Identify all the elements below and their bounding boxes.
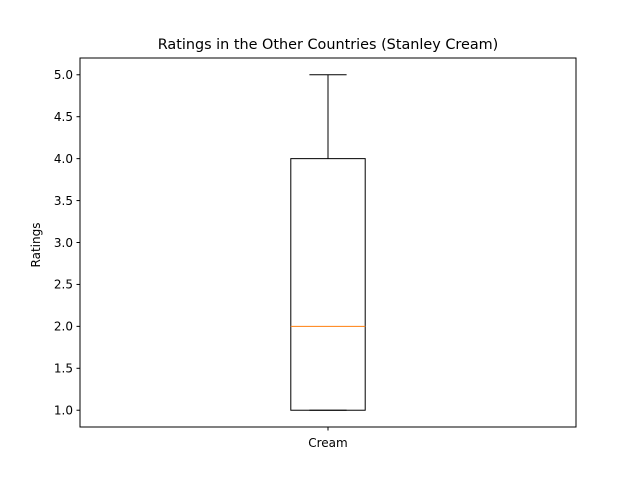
y-tick-label: 3.0 <box>54 236 73 250</box>
y-tick-label: 1.5 <box>54 362 73 376</box>
chart-title: Ratings in the Other Countries (Stanley … <box>158 37 499 53</box>
y-tick-label: 3.5 <box>54 194 73 208</box>
axes-frame <box>79 57 577 428</box>
y-tick-label: 4.0 <box>54 152 73 166</box>
x-tick-label: Cream <box>308 436 347 450</box>
plot-area: 1.0 1.5 2.0 2.5 3.0 3.5 4.0 4.5 5.0 Cream <box>54 68 366 450</box>
iqr-box <box>290 158 366 411</box>
y-tick-label: 4.5 <box>54 110 73 124</box>
y-axis-label: Ratings <box>29 223 43 268</box>
y-tick-label: 1.0 <box>54 404 73 418</box>
y-tick-label: 5.0 <box>54 68 73 82</box>
y-tick-label: 2.5 <box>54 278 73 292</box>
y-tick-label: 2.0 <box>54 320 73 334</box>
